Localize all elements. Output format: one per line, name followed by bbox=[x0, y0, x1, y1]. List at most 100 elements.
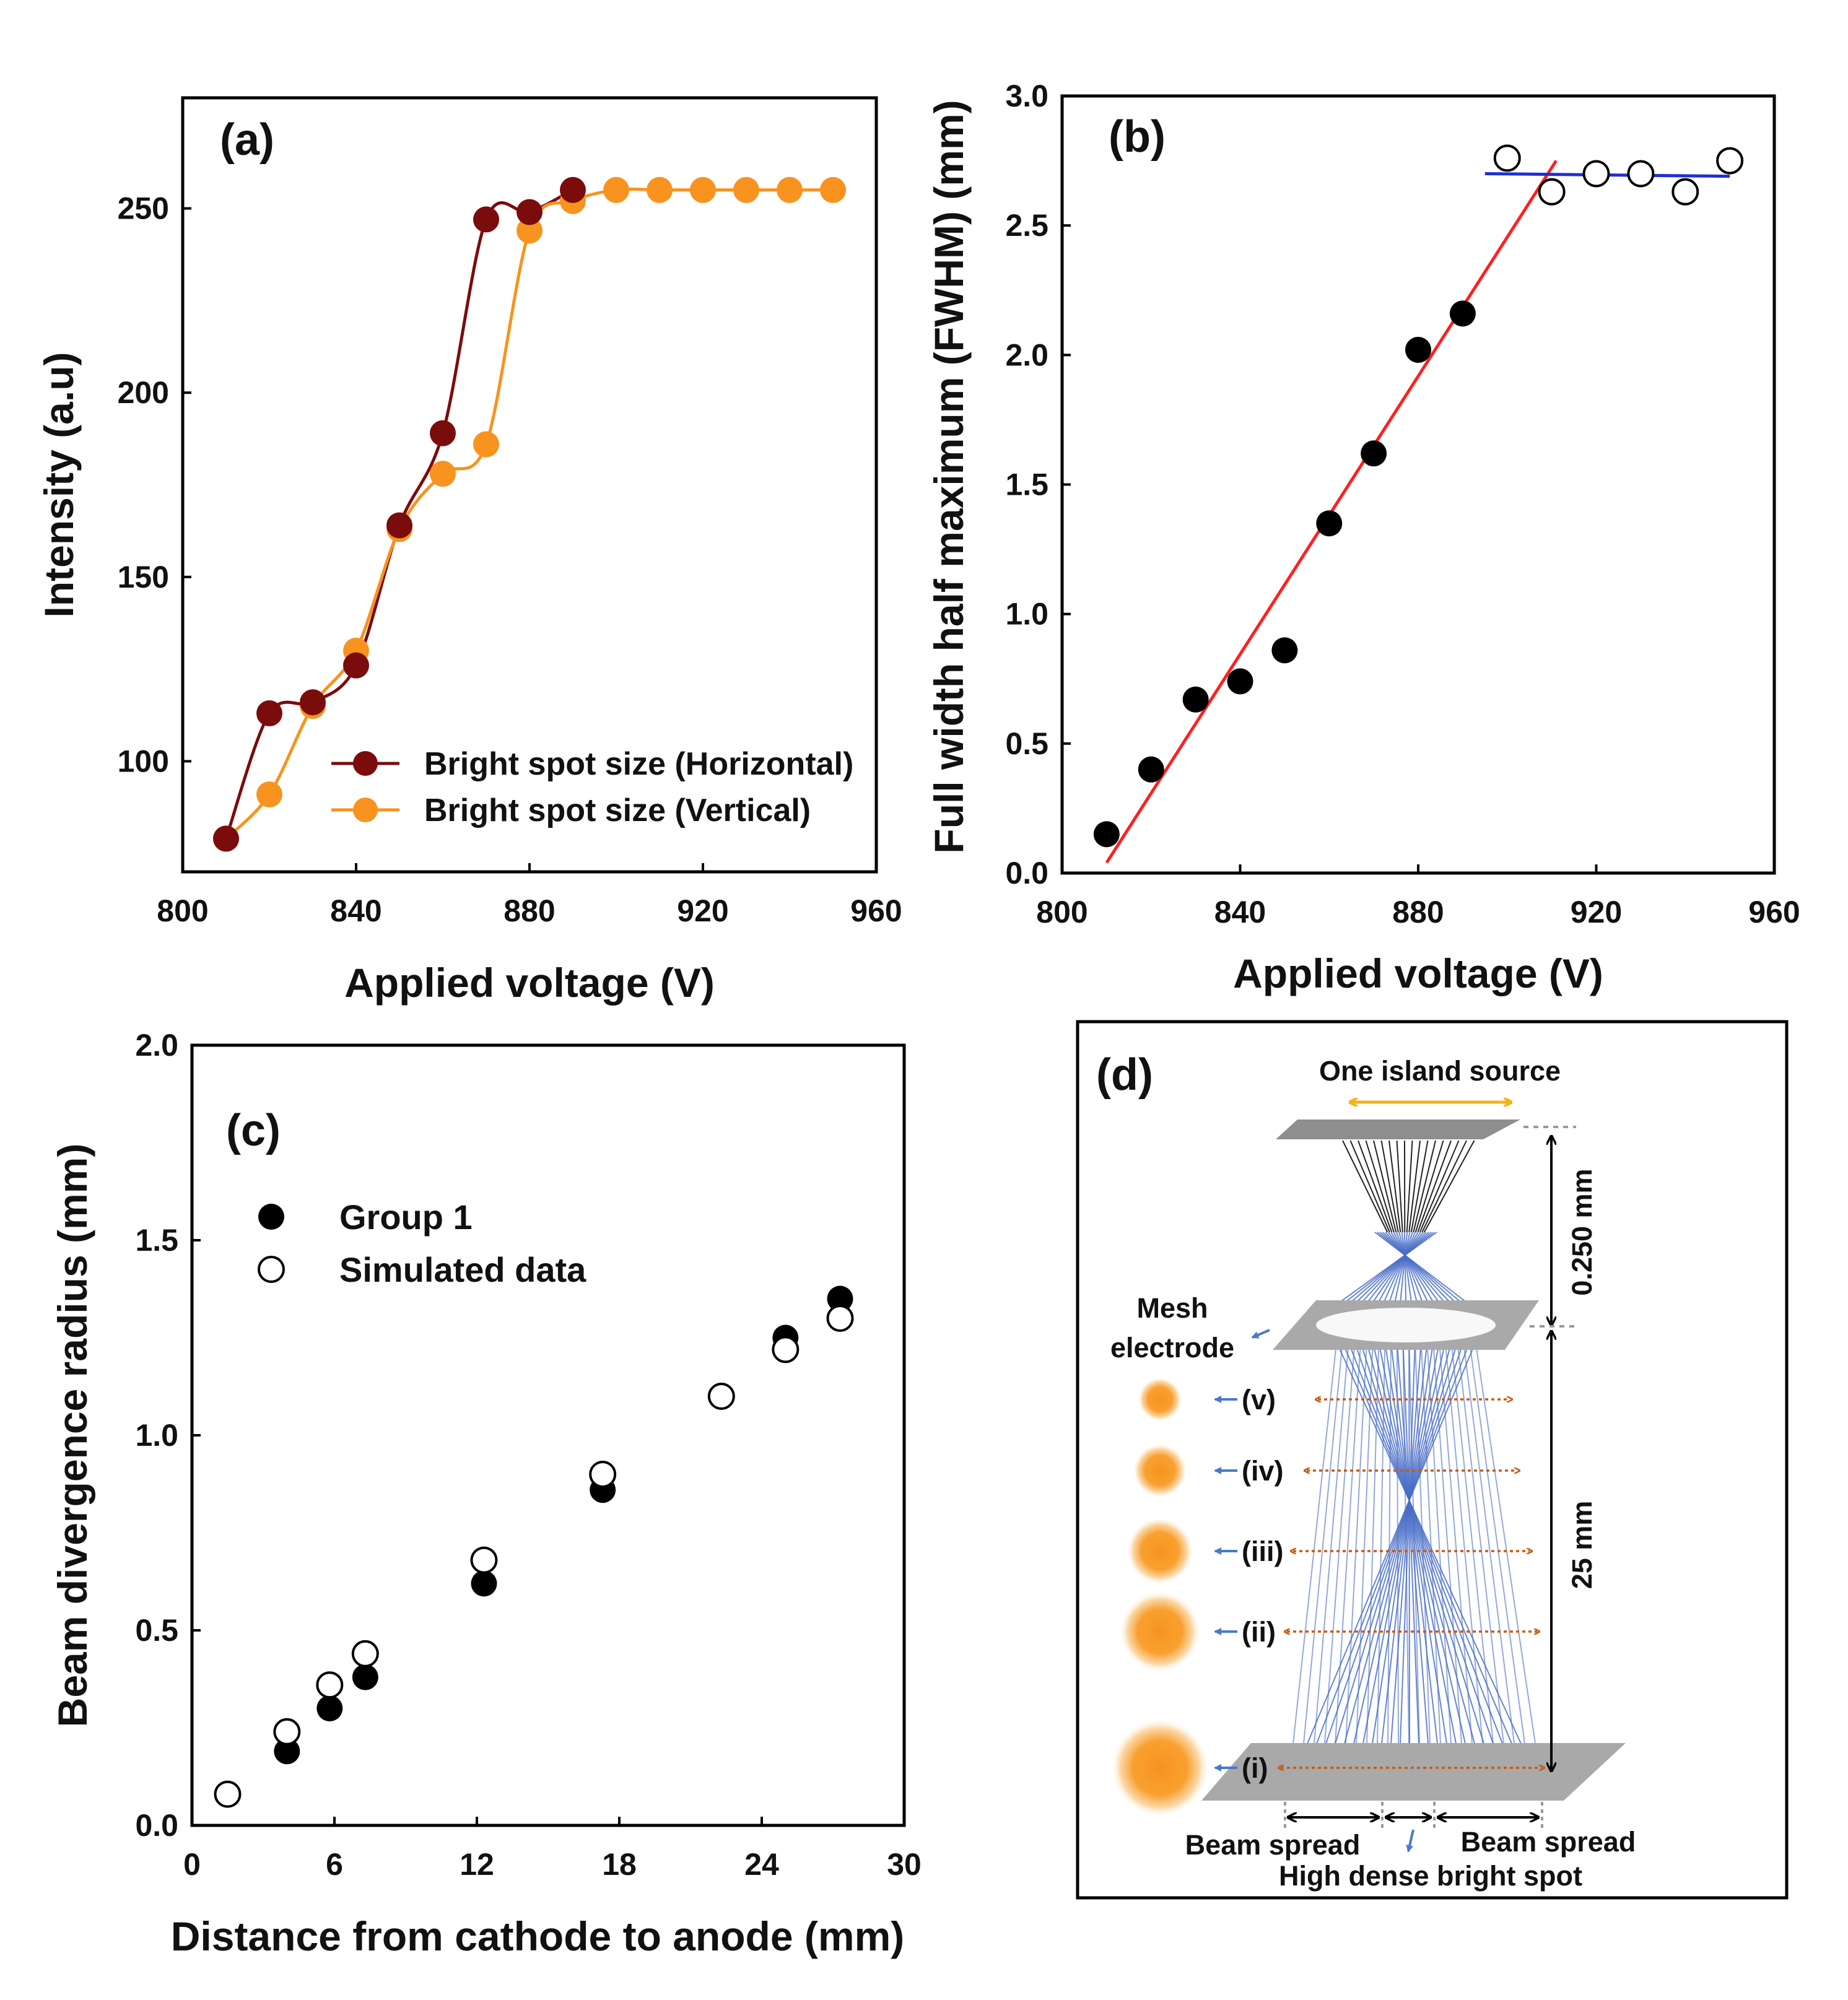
legend-label-group-1: Group 1 bbox=[339, 1198, 473, 1237]
emitter-tip bbox=[1358, 1140, 1393, 1233]
series-line-vertical bbox=[225, 188, 833, 840]
source-label: One island source bbox=[1319, 1055, 1561, 1087]
data-point-horizontal bbox=[516, 199, 543, 225]
emitter-tip bbox=[1410, 1140, 1429, 1233]
mesh-label-line2: electrode bbox=[1110, 1332, 1234, 1363]
high-dense-label: High dense bright spot bbox=[1279, 1860, 1582, 1892]
panel-c-x-tick-label: 18 bbox=[602, 1847, 637, 1882]
mesh-pointer-arrow bbox=[1251, 1329, 1270, 1339]
emitter-tip bbox=[1365, 1140, 1395, 1233]
data-point-simulated bbox=[589, 1461, 617, 1488]
panel-b-x-tick-label: 840 bbox=[1214, 895, 1266, 929]
data-point-vertical bbox=[603, 176, 629, 203]
cathode-plate bbox=[1276, 1120, 1520, 1139]
emitter-tip bbox=[1414, 1140, 1444, 1233]
mesh-label-line1: Mesh bbox=[1136, 1292, 1208, 1324]
data-point-group-1 bbox=[274, 1738, 300, 1765]
panel-a-y-ticks: 100 150 200 250 bbox=[118, 191, 191, 778]
data-point-horizontal bbox=[430, 420, 456, 446]
panel-b-x-ticks: 800 840 880 920 960 bbox=[1036, 864, 1800, 929]
beam-line bbox=[1402, 1331, 1411, 1790]
beam-line bbox=[1393, 1232, 1434, 1313]
panel-b-x-tick-label: 800 bbox=[1036, 895, 1087, 929]
panel-c-x-ticks: 0 6 12 18 24 30 bbox=[183, 1817, 922, 1882]
panel-b-x-tick-label: 960 bbox=[1748, 895, 1800, 929]
emitter-tip bbox=[1388, 1140, 1401, 1233]
panel-b-x-tick-label: 920 bbox=[1571, 895, 1622, 929]
legend-marker-simulated bbox=[258, 1256, 285, 1283]
beam-line bbox=[1358, 1232, 1424, 1313]
data-point-vertical bbox=[820, 176, 846, 203]
panel-b-x-tick-label: 880 bbox=[1392, 895, 1444, 929]
beam-line bbox=[1382, 1232, 1461, 1313]
data-point-open bbox=[1538, 178, 1566, 206]
mesh-aperture bbox=[1316, 1308, 1496, 1342]
panel-c-y-ticks: 0.0 0.5 1.0 1.5 2.0 bbox=[135, 1028, 201, 1843]
panel-b-y-tick-label: 0.0 bbox=[1005, 856, 1048, 890]
legend-label-vertical: Bright spot size (Vertical) bbox=[424, 793, 811, 828]
beam-line bbox=[1473, 1331, 1543, 1790]
panel-b-y-ticks: 0.0 0.5 1.0 1.5 2.0 2.5 3.0 bbox=[1005, 79, 1071, 890]
beam-line bbox=[1408, 1331, 1421, 1790]
panel-b-y-tick-label: 2.0 bbox=[1005, 337, 1048, 372]
data-point-vertical bbox=[690, 176, 716, 203]
panel-c-x-axis-label: Distance from cathode to anode (mm) bbox=[171, 1913, 905, 1959]
data-point-simulated bbox=[707, 1383, 735, 1410]
panel-c: (c) 0 6 12 18 24 30 0.0 0.5 1.0 1.5 2.0 Distance … bbox=[50, 1028, 922, 1959]
panel-b-y-axis-label: Full width half maximum (FWHM) (mm) bbox=[926, 100, 972, 853]
panel-a-x-tick-label: 800 bbox=[157, 893, 208, 928]
panel-a-y-tick-label: 100 bbox=[118, 744, 169, 778]
beam-line bbox=[1387, 1232, 1447, 1313]
beam-line bbox=[1365, 1232, 1421, 1313]
emitter-tip bbox=[1373, 1140, 1397, 1233]
panel-c-legend: Group 1 Simulated data bbox=[258, 1198, 586, 1289]
data-point-vertical bbox=[777, 176, 803, 203]
data-point-vertical bbox=[516, 217, 543, 244]
beam-line bbox=[1461, 1331, 1521, 1790]
beam-line bbox=[1395, 1232, 1427, 1313]
position-label: (iv) bbox=[1242, 1455, 1284, 1487]
data-point-horizontal bbox=[386, 512, 412, 539]
panel-c-x-tick-label: 24 bbox=[744, 1847, 779, 1882]
bright-spot bbox=[1126, 1517, 1194, 1585]
data-point-horizontal bbox=[213, 825, 239, 852]
data-point-simulated bbox=[214, 1780, 242, 1808]
data-point-open bbox=[1493, 144, 1521, 172]
panel-b-plot-frame bbox=[1060, 94, 1776, 875]
bright-spot bbox=[1138, 1377, 1182, 1422]
panel-c-series bbox=[214, 1285, 854, 1808]
panel-a-x-tick-label: 960 bbox=[850, 893, 902, 928]
emitter-tip bbox=[1380, 1140, 1399, 1233]
bright-spot bbox=[1119, 1591, 1201, 1672]
panel-c-y-tick-label: 1.0 bbox=[135, 1418, 178, 1453]
data-point-simulated bbox=[351, 1640, 379, 1667]
bright-spot bbox=[1110, 1718, 1209, 1817]
beam-spread-left-label: Beam spread bbox=[1185, 1829, 1361, 1861]
position-label: (iii) bbox=[1242, 1536, 1283, 1567]
legend-marker-vertical bbox=[353, 798, 378, 822]
emitter-tips bbox=[1342, 1140, 1475, 1233]
bright-spots: (v) (iv) (iii) (ii) (i) bbox=[1110, 1377, 1542, 1817]
emitter-tip bbox=[1406, 1140, 1413, 1233]
beam-line bbox=[1414, 1331, 1432, 1790]
beam-line bbox=[1309, 1331, 1351, 1790]
data-point-filled bbox=[1138, 756, 1164, 783]
emitter-tip bbox=[1408, 1140, 1421, 1233]
beam-line bbox=[1455, 1331, 1510, 1790]
data-point-group-1 bbox=[827, 1285, 853, 1312]
emitter-tip bbox=[1413, 1140, 1436, 1233]
beam-line bbox=[1398, 1232, 1421, 1313]
data-point-filled bbox=[1227, 668, 1253, 695]
data-point-horizontal bbox=[256, 700, 282, 727]
data-point-filled bbox=[1449, 300, 1476, 327]
data-point-open bbox=[1671, 178, 1699, 206]
panel-c-x-tick-label: 12 bbox=[460, 1847, 494, 1882]
panel-a-x-axis-label: Applied voltage (V) bbox=[344, 960, 715, 1006]
panel-b-y-tick-label: 3.0 bbox=[1005, 79, 1048, 113]
data-point-vertical bbox=[473, 431, 499, 458]
beam-line bbox=[1380, 1232, 1467, 1313]
panel-a-label: (a) bbox=[220, 115, 274, 165]
gap-main-label: 25 mm bbox=[1566, 1501, 1598, 1589]
panel-a-y-axis-label: Intensity (a.u) bbox=[36, 352, 82, 617]
